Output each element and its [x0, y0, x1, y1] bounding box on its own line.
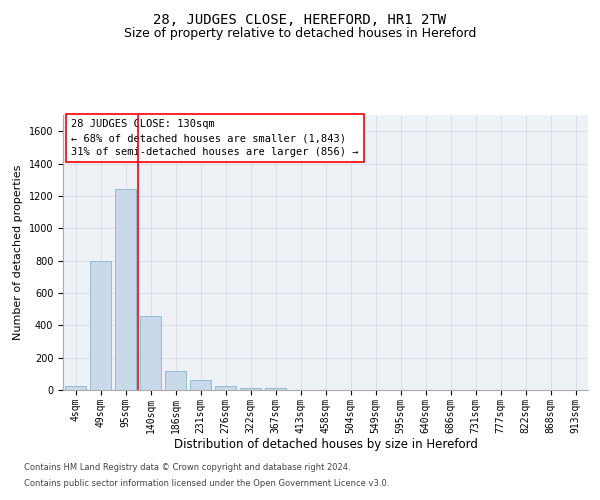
- Bar: [165, 370, 186, 390]
- Text: Contains HM Land Registry data © Crown copyright and database right 2024.: Contains HM Land Registry data © Crown c…: [24, 464, 350, 472]
- Bar: [240, 388, 261, 390]
- Bar: [190, 380, 211, 390]
- X-axis label: Distribution of detached houses by size in Hereford: Distribution of detached houses by size …: [173, 438, 478, 452]
- Bar: [65, 386, 86, 390]
- Text: 28 JUDGES CLOSE: 130sqm
← 68% of detached houses are smaller (1,843)
31% of semi: 28 JUDGES CLOSE: 130sqm ← 68% of detache…: [71, 119, 358, 157]
- Text: Size of property relative to detached houses in Hereford: Size of property relative to detached ho…: [124, 28, 476, 40]
- Text: Contains public sector information licensed under the Open Government Licence v3: Contains public sector information licen…: [24, 478, 389, 488]
- Bar: [90, 260, 111, 390]
- Y-axis label: Number of detached properties: Number of detached properties: [13, 165, 23, 340]
- Bar: [140, 316, 161, 390]
- Bar: [115, 190, 136, 390]
- Bar: [265, 388, 286, 390]
- Text: 28, JUDGES CLOSE, HEREFORD, HR1 2TW: 28, JUDGES CLOSE, HEREFORD, HR1 2TW: [154, 12, 446, 26]
- Bar: [215, 386, 236, 390]
